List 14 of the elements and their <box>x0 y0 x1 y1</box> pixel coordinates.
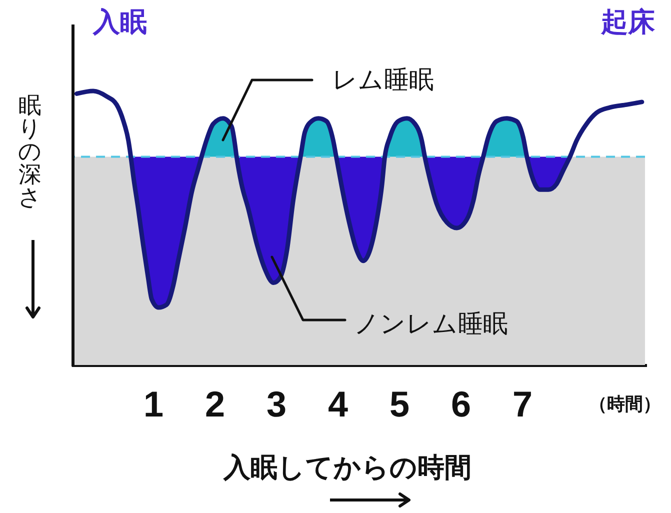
x-tick-label: 3 <box>266 384 286 424</box>
y-axis-title: 眠りの深さ <box>17 93 43 211</box>
x-tick-label: 2 <box>204 384 225 424</box>
x-tick-label: 7 <box>512 384 533 424</box>
text: 起床 <box>600 7 656 38</box>
x-tick-label: 1 <box>143 384 164 424</box>
x-tick-label: 6 <box>450 384 471 424</box>
x-axis-title: 入眠してからの時間 <box>222 452 472 484</box>
annotation: ノンレム睡眠 <box>354 309 508 338</box>
text: （時間） <box>589 394 661 415</box>
annotation: レム睡眠 <box>332 65 434 94</box>
text: 入眠 <box>92 7 147 38</box>
x-tick-label: 4 <box>328 384 348 424</box>
x-tick-label: 5 <box>389 384 410 424</box>
